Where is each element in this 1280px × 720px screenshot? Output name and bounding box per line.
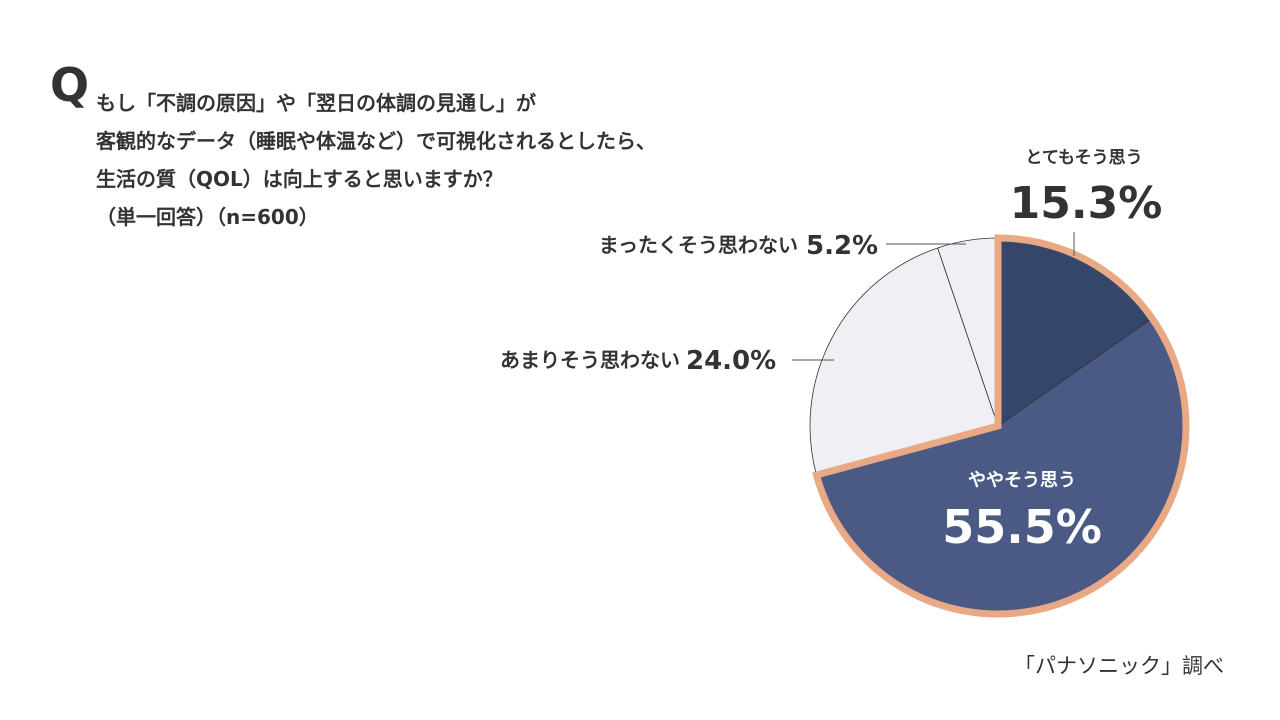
- pie-highlight-outline: [812, 234, 1190, 618]
- highlight-outline: [812, 234, 1190, 618]
- question-mark: Q: [50, 58, 90, 112]
- leader-lines: [792, 232, 1075, 361]
- question-line-2: 客観的なデータ（睡眠や体温など）で可視化されるとしたら、: [96, 129, 656, 153]
- question-line-4: （単一回答）（n=600）: [96, 205, 319, 229]
- slice-value-not-much-agree: 24.0%: [686, 346, 776, 376]
- slice-label-not-at-all-agree: まったくそう思わない: [599, 233, 798, 257]
- slice-label-not-much-agree: あまりそう思わない: [500, 348, 680, 372]
- slice-label-very-agree: とてもそう思う: [1025, 148, 1142, 168]
- source-note: 「パナソニック」調べ: [1014, 654, 1224, 678]
- pie-slices: [809, 237, 1187, 615]
- pie-slice-not-much-agree: [809, 247, 999, 476]
- slice-value-not-at-all-agree: 5.2%: [806, 231, 878, 261]
- question-line-1: もし「不調の原因」や「翌日の体調の見通し」が: [96, 91, 536, 115]
- question-text: もし「不調の原因」や「翌日の体調の見通し」が 客観的なデータ（睡眠や体温など）で…: [96, 84, 656, 236]
- question-line-3: 生活の質（QOL）は向上すると思いますか？: [96, 167, 503, 191]
- slice-label-somewhat-agree: ややそう思う: [968, 470, 1076, 491]
- slice-value-very-agree: 15.3%: [1010, 178, 1163, 229]
- slice-value-somewhat-agree: 55.5%: [942, 500, 1102, 554]
